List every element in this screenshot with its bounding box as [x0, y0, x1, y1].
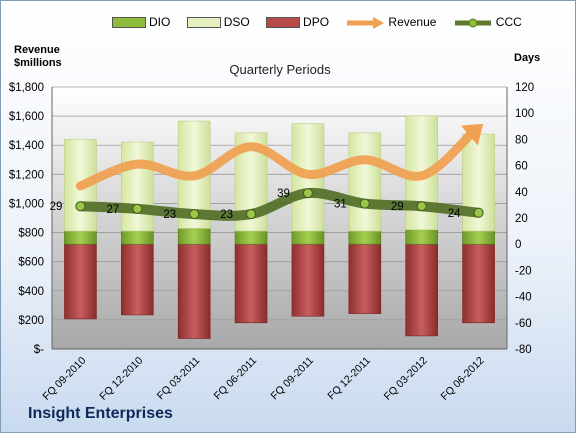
category-label: FQ 09-2010: [40, 355, 88, 403]
right-tick-label: -60: [515, 318, 532, 330]
dio-bar: [291, 230, 325, 245]
revenue-arrowhead: [461, 123, 484, 146]
legend-label-dso: DSO: [223, 14, 250, 29]
legend: DIO DSO DPO Revenue CCC: [112, 14, 535, 32]
legend-label-dpo: DPO: [303, 14, 330, 29]
ccc-data-label: 29: [391, 201, 404, 213]
legend-label-revenue: Revenue: [388, 14, 437, 29]
ccc-data-label: 29: [50, 201, 63, 213]
ccc-data-label: 23: [220, 209, 233, 221]
category-label: FQ 03-2011: [155, 355, 203, 403]
left-tick-label: $1,600: [9, 111, 44, 123]
dpo-bar: [177, 243, 211, 339]
left-tick-label: $800: [18, 228, 44, 240]
legend-item-dpo: DPO: [266, 15, 329, 29]
category-label: FQ 03-2012: [382, 355, 430, 403]
legend-item-dso: DSO: [186, 14, 250, 29]
data-labels: 29 27 23 23 39 31 29 24: [50, 188, 462, 221]
legend-label-dio: DIO: [149, 14, 171, 29]
plot-area: [52, 87, 507, 349]
ccc-point: [416, 201, 427, 212]
left-tick-label: $1,400: [9, 140, 44, 152]
legend-swatch-dio: [112, 17, 146, 29]
legend-dot-line-icon: [454, 18, 491, 28]
left-tick-label: $-: [34, 344, 44, 356]
legend-arrow-icon: [347, 16, 385, 29]
dio-bar: [121, 230, 154, 245]
chart-title: Quarterly Periods: [229, 62, 331, 77]
legend-item-revenue: Revenue: [345, 15, 436, 29]
ccc-data-label: 31: [334, 199, 347, 211]
ccc-data-label: 39: [277, 188, 290, 200]
lines: [75, 123, 484, 221]
left-tick-label: $600: [18, 257, 44, 269]
right-tick-label: 80: [515, 134, 528, 146]
ccc-point: [132, 203, 143, 214]
ccc-point: [473, 207, 484, 218]
dso-bar: [121, 141, 154, 232]
dio-bar: [64, 230, 97, 245]
left-tick-label: $400: [18, 286, 44, 298]
right-tick-label: 100: [515, 108, 534, 120]
legend-swatch-dso: [186, 17, 221, 29]
category-label: FQ 12-2010: [97, 355, 145, 403]
legend-label-ccc: CCC: [495, 14, 522, 29]
category-label: FQ 12-2011: [325, 355, 373, 403]
category-label: FQ 09-2011: [268, 355, 316, 403]
dio-bar: [234, 230, 268, 245]
right-tick-label: 120: [515, 82, 534, 94]
category-label: FQ 06-2011: [212, 355, 260, 403]
left-axis-title: Revenue $millions: [14, 44, 62, 69]
left-tick-label: $200: [18, 315, 44, 327]
right-tick-label: -40: [515, 292, 532, 304]
dpo-bar: [64, 243, 97, 320]
dpo-bar: [405, 243, 438, 337]
ccc-point: [246, 209, 257, 220]
left-tick-label: $1,800: [9, 82, 44, 94]
ccc-data-label: 23: [163, 209, 176, 221]
category-label: FQ 06-2012: [439, 355, 487, 403]
ccc-point: [302, 188, 313, 199]
ccc-point: [359, 198, 370, 209]
legend-item-ccc: CCC: [453, 15, 522, 29]
dpo-bar: [291, 243, 325, 317]
dpo-bar: [348, 243, 382, 314]
right-axis-title: Days: [514, 52, 541, 64]
dpo-bar: [462, 243, 495, 324]
legend-swatch-dpo: [266, 17, 301, 29]
right-tick-label: -20: [515, 265, 532, 277]
ccc-data-label: 27: [107, 204, 120, 216]
left-tick-label: $1,000: [9, 198, 44, 210]
dio-bar: [462, 230, 495, 245]
right-tick-label: 20: [515, 213, 528, 225]
company-name: Insight Enterprises: [28, 405, 173, 422]
dio-bar: [405, 229, 438, 245]
right-tick-label: -80: [515, 344, 532, 356]
legend-item-dio: DIO: [112, 15, 170, 29]
left-tick-label: $1,200: [9, 169, 44, 181]
ccc-point: [75, 201, 86, 212]
ccc-data-label: 24: [448, 208, 461, 220]
dpo-bar: [121, 243, 154, 316]
ccc-point: [189, 209, 200, 220]
right-tick-label: 40: [515, 187, 528, 199]
dio-bar: [177, 228, 211, 245]
right-tick-label: 0: [515, 239, 521, 251]
dso-bar: [348, 132, 382, 232]
dio-bar: [348, 230, 382, 245]
right-tick-label: 60: [515, 161, 528, 173]
dpo-bar: [234, 243, 268, 324]
revenue-line: [75, 129, 477, 191]
